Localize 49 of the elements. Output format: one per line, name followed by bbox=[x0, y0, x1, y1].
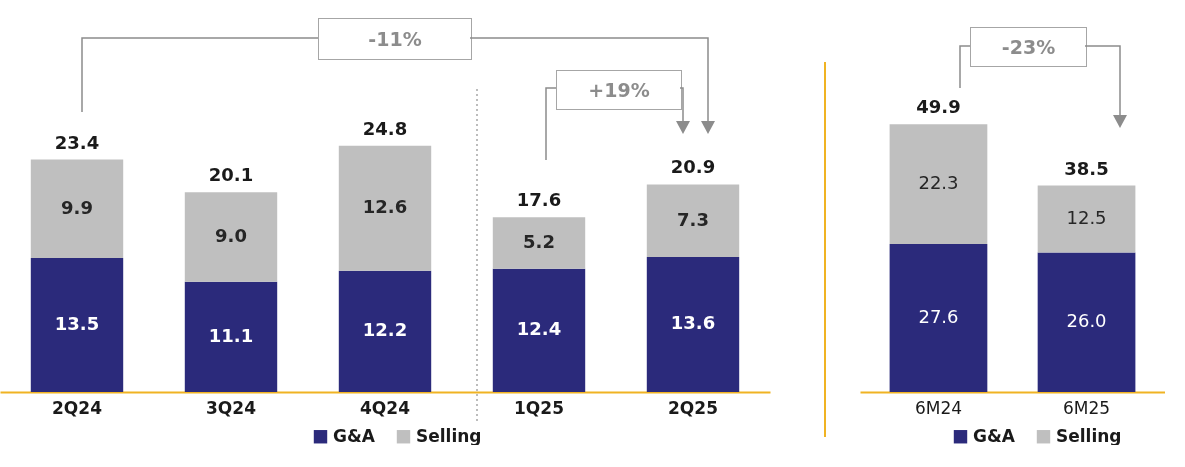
bar bbox=[184, 192, 278, 282]
legend-label: Selling bbox=[1056, 425, 1122, 446]
text: -23% bbox=[970, 27, 1087, 67]
data-label: 13.6 bbox=[670, 312, 716, 334]
bar bbox=[1037, 252, 1136, 392]
text: +19% bbox=[556, 70, 682, 110]
x-tick-label: 2Q25 bbox=[668, 397, 718, 418]
bar bbox=[889, 243, 988, 392]
data-label: 5.2 bbox=[523, 230, 555, 252]
total-label: 17.6 bbox=[516, 189, 562, 211]
data-label: 12.6 bbox=[362, 196, 408, 218]
bar bbox=[889, 124, 988, 244]
data-label: 9.9 bbox=[61, 196, 93, 218]
bar bbox=[30, 159, 124, 258]
bar bbox=[646, 256, 740, 392]
x-tick-label: 6M25 bbox=[1062, 397, 1111, 418]
total-label: 23.4 bbox=[54, 131, 100, 153]
data-label: 7.3 bbox=[677, 208, 709, 230]
x-tick-label: 2Q24 bbox=[52, 397, 103, 418]
x-tick-label: 1Q25 bbox=[514, 397, 564, 418]
bar bbox=[30, 257, 124, 392]
data-label: 11.1 bbox=[208, 324, 254, 346]
data-label: 22.3 bbox=[918, 172, 959, 194]
data-label: 12.5 bbox=[1066, 207, 1107, 229]
data-label: 27.6 bbox=[918, 305, 959, 327]
total-label: 20.1 bbox=[208, 164, 254, 186]
x-tick-label: 6M24 bbox=[914, 397, 963, 418]
total-label: 20.9 bbox=[670, 156, 716, 178]
data-label: 26.0 bbox=[1066, 310, 1107, 332]
legend-label: G&A bbox=[973, 425, 1016, 446]
bar bbox=[646, 184, 740, 257]
total-label: 49.9 bbox=[916, 96, 961, 118]
total-label: 24.8 bbox=[362, 117, 408, 139]
bar bbox=[492, 217, 586, 269]
x-tick-label: 3Q24 bbox=[206, 397, 257, 418]
text: -11% bbox=[318, 18, 472, 60]
bar bbox=[184, 281, 278, 392]
legend-label: G&A bbox=[333, 425, 376, 446]
bar bbox=[338, 270, 432, 392]
bar bbox=[1037, 185, 1136, 253]
data-label: 12.4 bbox=[516, 318, 562, 340]
bar bbox=[338, 145, 432, 271]
data-label: 13.5 bbox=[54, 312, 100, 334]
x-tick-label: 4Q24 bbox=[360, 397, 411, 418]
bar bbox=[492, 268, 586, 392]
total-label: 38.5 bbox=[1064, 157, 1109, 179]
data-label: 9.0 bbox=[215, 225, 247, 247]
legend-label: Selling bbox=[416, 425, 482, 446]
data-label: 12.2 bbox=[362, 319, 408, 341]
